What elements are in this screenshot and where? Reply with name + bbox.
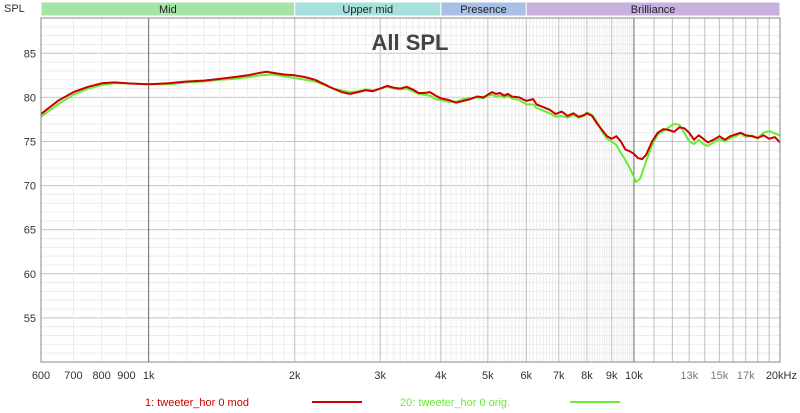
x-tick-label: 15k	[710, 370, 728, 382]
plot-frame	[40, 17, 781, 363]
series-lines	[40, 70, 781, 184]
frequency-bands: Mid Upper mid Presence Brilliance	[40, 1, 781, 17]
x-tick-labels: 600 700 800 900 1k 2k 3k 4k 5k 6k 7k 8k 9k 10k 13k 15k 1…	[32, 370, 797, 382]
plot-area	[41, 18, 780, 362]
x-tick-label: 3k	[374, 370, 386, 382]
series-line-1	[40, 70, 781, 161]
band-label-3: Brilliance	[631, 4, 676, 16]
x-tick-label: 9k	[606, 370, 618, 382]
y-tick-label: 65	[24, 225, 36, 237]
band-label-0: Mid	[159, 4, 177, 16]
x-tick-label: 8k	[581, 370, 593, 382]
x-tick-label: 1k	[143, 370, 155, 382]
legend: 1: tweeter_hor 0 mod 20: tweeter_hor 0 or…	[145, 397, 620, 409]
x-tick-label: 17k	[737, 370, 755, 382]
band-label-2: Presence	[460, 4, 506, 16]
x-tick-label: 4k	[435, 370, 447, 382]
y-tick-label: 85	[24, 48, 36, 60]
y-axis-label: SPL	[4, 3, 25, 15]
y-tick-label: 60	[24, 269, 36, 281]
y-tick-label: 70	[24, 181, 36, 193]
y-tick-labels: 55 60 65 70 75 80 85	[24, 48, 36, 325]
y-tick-label: 75	[24, 136, 36, 148]
x-tick-label: 5k	[482, 370, 494, 382]
grid	[41, 18, 780, 362]
band-label-1: Upper mid	[342, 4, 393, 16]
band-3	[525, 1, 781, 17]
x-tick-label: 7k	[553, 370, 565, 382]
series-line-2	[40, 73, 781, 184]
x-tick-label: 13k	[680, 370, 698, 382]
x-tick-label: 900	[117, 370, 135, 382]
chart-title: All SPL	[371, 30, 448, 55]
y-tick-label: 55	[24, 313, 36, 325]
legend-label-1: 1: tweeter_hor 0 mod	[145, 397, 249, 409]
legend-label-2: 20: tweeter_hor 0 orig.	[400, 397, 510, 409]
x-tick-label: 600	[32, 370, 50, 382]
x-tick-label: 10k	[625, 370, 643, 382]
x-tick-label: 20kHz	[766, 370, 797, 382]
y-tick-label: 80	[24, 92, 36, 104]
x-tick-label: 700	[64, 370, 82, 382]
x-tick-label: 6k	[520, 370, 532, 382]
x-tick-label: 2k	[289, 370, 301, 382]
x-tick-label: 800	[92, 370, 110, 382]
